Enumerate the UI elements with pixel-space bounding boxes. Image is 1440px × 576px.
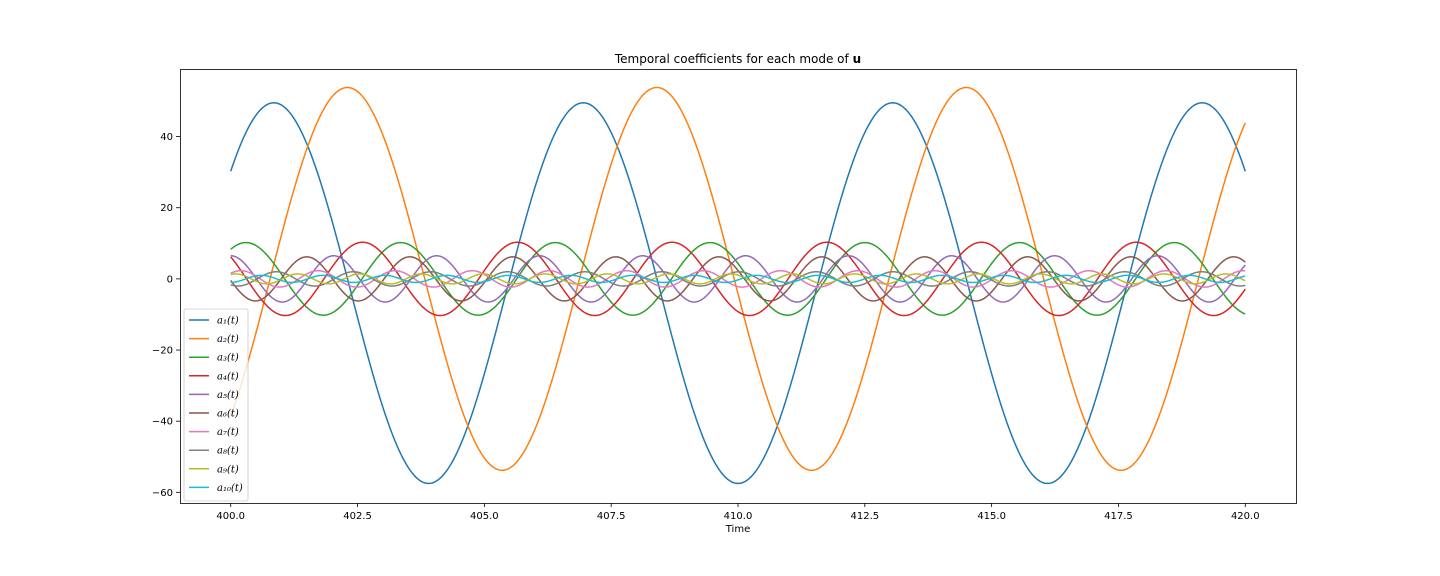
legend-label-10: a₁₀(t) [217, 483, 243, 494]
x-tick-label: 407.5 [597, 511, 626, 522]
series-line-1 [230, 102, 1246, 485]
x-tick-label: 417.5 [1104, 511, 1133, 522]
x-tick-label: 400.0 [216, 511, 245, 522]
series-line-2 [230, 86, 1246, 472]
series-line-9 [230, 273, 1246, 285]
y-tick-label: 40 [160, 132, 173, 143]
y-tick-label: 20 [160, 203, 173, 214]
legend-label-8: a₈(t) [217, 446, 239, 457]
legend-label-5: a₅(t) [217, 390, 239, 401]
legend: a₁(t) a₂(t) a₃(t) a₄(t) a₅(t) a₆(t) a₇(t) a₈(t)… [183, 308, 249, 502]
series-line-7 [230, 269, 1246, 288]
y-tick-label: 0 [167, 274, 173, 285]
chart-title: Temporal coefficients for each mode of u [614, 52, 861, 66]
plot-lines [230, 86, 1246, 485]
y-tick-label: −40 [152, 417, 173, 428]
legend-label-6: a₆(t) [217, 409, 239, 420]
legend-label-3: a₃(t) [217, 353, 239, 364]
series-line-5 [230, 255, 1246, 303]
y-axis: −60 −40 −20 0 20 40 [152, 132, 180, 499]
legend-label-2: a₂(t) [217, 334, 239, 345]
series-line-4 [230, 241, 1246, 317]
legend-label-1: a₁(t) [217, 316, 239, 327]
series-line-6 [230, 256, 1246, 302]
x-tick-label: 402.5 [343, 511, 372, 522]
legend-label-4: a₄(t) [217, 371, 239, 382]
x-axis-label: Time [725, 524, 750, 535]
series-line-10 [230, 274, 1246, 284]
y-tick-label: −20 [152, 346, 173, 357]
chart-title-symbol: u [853, 52, 862, 66]
x-tick-label: 405.0 [470, 511, 499, 522]
x-tick-label: 412.5 [850, 511, 879, 522]
plot-frame [180, 69, 1297, 504]
legend-label-7: a₇(t) [217, 427, 239, 438]
x-axis: 400.0 402.5 405.0 407.5 410.0 412.5 415.0 417.5… [216, 503, 1260, 522]
y-tick-label: −60 [152, 488, 173, 499]
x-tick-label: 410.0 [724, 511, 753, 522]
legend-label-9: a₉(t) [217, 464, 239, 475]
x-tick-label: 415.0 [977, 511, 1006, 522]
chart-title-text: Temporal coefficients for each mode of [614, 52, 850, 66]
series-line-3 [230, 241, 1246, 316]
x-tick-label: 420.0 [1231, 511, 1260, 522]
